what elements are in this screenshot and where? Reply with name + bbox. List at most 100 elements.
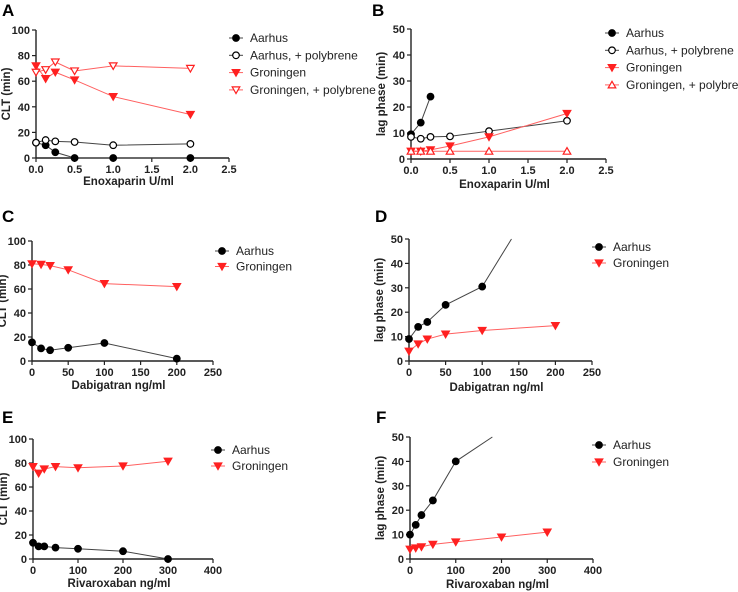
legend-label: Aarhus bbox=[613, 240, 651, 254]
x-tick-label: 300 bbox=[538, 565, 556, 577]
legend-marker bbox=[595, 243, 603, 251]
legend-label: Aarhus bbox=[232, 443, 270, 457]
legend-label: Groningen bbox=[250, 66, 306, 80]
data-point bbox=[441, 300, 450, 309]
y-tick-label: 40 bbox=[14, 308, 26, 320]
legend-marker bbox=[232, 51, 240, 60]
data-point bbox=[542, 528, 553, 537]
series-groningen bbox=[31, 62, 196, 120]
panel-letter: B bbox=[372, 1, 384, 20]
series-aarhus-polybrene bbox=[407, 116, 571, 143]
legend-marker bbox=[231, 86, 241, 95]
series-line bbox=[410, 96, 431, 135]
y-tick-label: 20 bbox=[393, 102, 405, 114]
data-point bbox=[118, 462, 128, 471]
data-point bbox=[428, 496, 437, 505]
y-tick-label: 40 bbox=[18, 102, 30, 114]
data-point bbox=[99, 280, 110, 289]
y-axis-label: lag phase (min) bbox=[375, 456, 387, 541]
y-tick-label: 40 bbox=[393, 50, 405, 62]
y-tick-label: 30 bbox=[391, 283, 403, 295]
x-tick-label: 0.5 bbox=[67, 164, 82, 176]
legend-marker bbox=[608, 46, 616, 55]
series-groningen-polybrene bbox=[406, 146, 572, 155]
x-tick-label: 50 bbox=[62, 367, 74, 379]
y-tick-label: 60 bbox=[14, 284, 26, 296]
data-point bbox=[407, 132, 415, 141]
series-groningen bbox=[405, 528, 553, 555]
y-tick-label: 40 bbox=[392, 456, 404, 468]
y-tick-label: 60 bbox=[18, 76, 30, 88]
data-point bbox=[100, 339, 109, 347]
legend-marker bbox=[217, 262, 227, 272]
data-point bbox=[451, 457, 460, 466]
x-tick-label: 250 bbox=[204, 367, 222, 379]
y-tick-label: 50 bbox=[392, 432, 404, 444]
data-point bbox=[70, 138, 79, 146]
panel-e: E 0 20 40 60 80 100 0 100 200 300 400 Rivaroxaban ng… bbox=[0, 408, 288, 590]
y-axis-label: CLT (min) bbox=[1, 67, 13, 120]
data-point bbox=[108, 62, 119, 71]
y-axis-label: CLT (min) bbox=[0, 472, 10, 525]
x-axis-label: Enoxaparin U/ml bbox=[459, 179, 550, 191]
y-tick-label: 80 bbox=[18, 51, 30, 63]
data-point bbox=[477, 326, 488, 336]
data-point bbox=[426, 92, 435, 101]
x-tick-label: 1.5 bbox=[520, 165, 535, 177]
x-tick-label: 250 bbox=[583, 367, 601, 379]
data-point bbox=[27, 260, 37, 269]
y-tick-label: 100 bbox=[12, 25, 30, 37]
y-tick-label: 40 bbox=[15, 506, 27, 518]
panel-letter: F bbox=[376, 408, 386, 427]
data-point bbox=[119, 547, 127, 556]
data-point bbox=[440, 330, 451, 339]
data-point bbox=[69, 76, 80, 85]
x-tick-label: 0.0 bbox=[28, 164, 43, 176]
data-point bbox=[51, 543, 60, 552]
data-point bbox=[411, 520, 420, 529]
panel-d: D 0 10 20 30 40 50 0 50 100 150 200 250 Dabigatran ng… bbox=[374, 207, 669, 394]
data-point bbox=[496, 533, 507, 542]
legend-label: Groningen bbox=[613, 455, 669, 469]
x-tick-label: 200 bbox=[492, 565, 510, 577]
x-tick-label: 0.0 bbox=[403, 165, 418, 177]
y-tick-label: 20 bbox=[392, 505, 404, 517]
data-point bbox=[108, 92, 119, 102]
data-point bbox=[415, 146, 426, 155]
legend-marker bbox=[231, 68, 241, 78]
legend-marker bbox=[607, 80, 617, 89]
data-point bbox=[422, 335, 433, 344]
x-tick-label: 2.5 bbox=[221, 164, 236, 176]
data-point bbox=[109, 154, 118, 162]
data-point bbox=[31, 62, 41, 71]
y-axis-label: lag phase (min) bbox=[374, 258, 386, 343]
x-tick-label: 2.0 bbox=[559, 165, 574, 177]
data-point bbox=[445, 146, 455, 155]
data-point bbox=[428, 540, 438, 550]
data-point bbox=[405, 335, 413, 343]
x-tick-label: 0 bbox=[406, 367, 412, 379]
y-tick-label: 60 bbox=[15, 482, 27, 494]
x-tick-label: 1.0 bbox=[481, 165, 496, 177]
y-tick-label: 40 bbox=[391, 258, 403, 270]
data-point bbox=[40, 66, 51, 75]
data-point bbox=[186, 140, 195, 148]
data-point bbox=[70, 154, 79, 162]
x-tick-label: 200 bbox=[546, 367, 564, 379]
y-axis-label: CLT (min) bbox=[0, 274, 9, 327]
x-tick-label: 50 bbox=[439, 367, 451, 379]
data-point bbox=[423, 318, 432, 326]
series-groningen bbox=[404, 322, 561, 357]
legend-label: Aarhus bbox=[613, 438, 651, 452]
legend-marker bbox=[232, 34, 240, 42]
series-groningen-polybrene bbox=[31, 58, 196, 78]
legend-marker bbox=[594, 259, 604, 268]
y-tick-label: 20 bbox=[15, 530, 27, 542]
y-tick-label: 0 bbox=[397, 356, 403, 368]
legend-label: Aarhus bbox=[626, 26, 664, 40]
panel-a: A 0 20 40 60 80 100 0.0 0.5 1.0 1.5 2.0 2.5 Enoxapari… bbox=[1, 1, 376, 188]
data-point bbox=[73, 464, 83, 473]
data-point bbox=[416, 134, 425, 143]
data-point bbox=[45, 262, 55, 271]
